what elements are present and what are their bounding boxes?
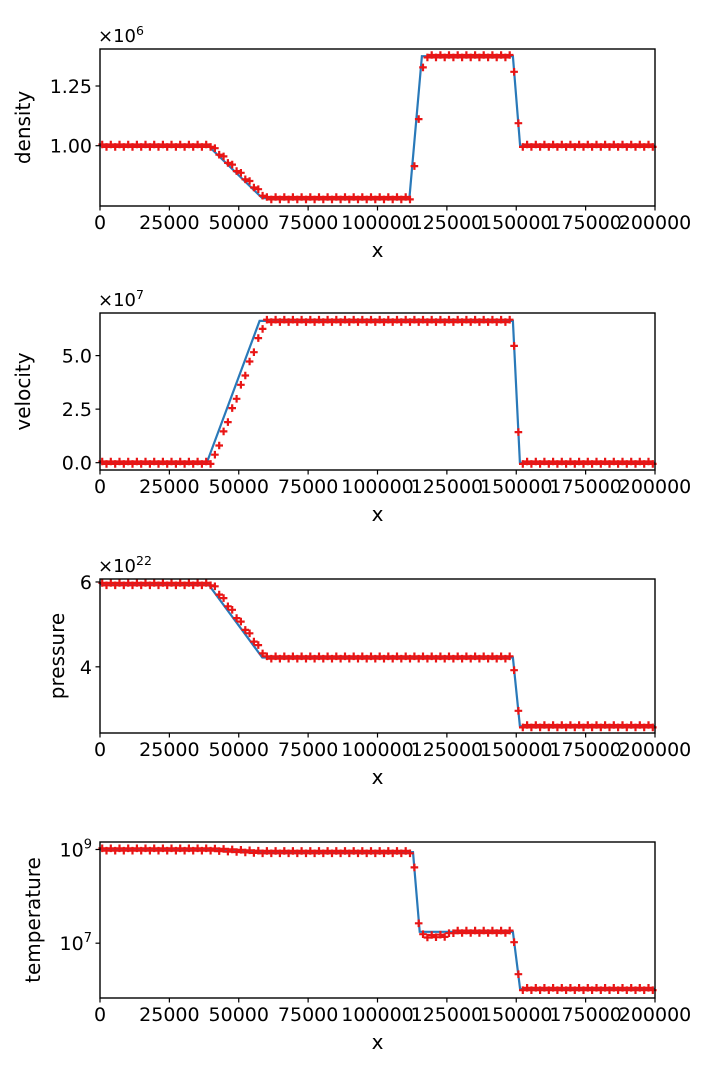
x-tick-label: 100000 <box>341 739 414 761</box>
axis-offset-text: ×107 <box>98 287 144 311</box>
x-tick-label: 50000 <box>209 212 269 234</box>
temperature-solution-line <box>100 848 655 991</box>
axis-offset-text: ×106 <box>98 23 144 47</box>
x-tick-label: 25000 <box>139 212 199 234</box>
x-tick-label: 25000 <box>139 476 199 498</box>
temperature-y-axis-label: temperature <box>21 857 45 983</box>
x-tick-label: 200000 <box>619 1004 692 1026</box>
x-tick-label: 50000 <box>209 476 269 498</box>
x-tick-label: 200000 <box>619 212 692 234</box>
x-tick-label: 75000 <box>278 739 338 761</box>
y-tick-label: 109 <box>60 837 92 861</box>
axes-frame <box>99 312 656 471</box>
y-tick-label: 1.25 <box>50 76 92 98</box>
pressure-x-axis-label: x <box>372 765 384 789</box>
axes-frame <box>99 841 656 999</box>
x-tick-label: 150000 <box>480 739 553 761</box>
y-tick-label: 107 <box>60 931 92 955</box>
y-tick-label: 1.00 <box>50 136 92 158</box>
x-tick-label: 175000 <box>549 739 622 761</box>
x-tick-label: 0 <box>94 739 106 761</box>
x-tick-label: 0 <box>94 212 106 234</box>
x-tick-label: 175000 <box>549 476 622 498</box>
x-tick-label: 75000 <box>278 476 338 498</box>
x-tick-label: 25000 <box>139 1004 199 1026</box>
subplot-velocity: 0 25000 50000 75000 100000125000150000175000… <box>11 287 691 526</box>
density-solution-line <box>100 55 655 200</box>
x-tick-label: 0 <box>94 476 106 498</box>
y-tick-label: 0.0 <box>62 453 92 475</box>
subplot-pressure: 0 25000 50000 75000 100000125000150000175000… <box>45 553 691 789</box>
x-tick-label: 150000 <box>480 1004 553 1026</box>
x-tick-label: 0 <box>94 1004 106 1026</box>
x-tick-label: 125000 <box>411 1004 484 1026</box>
x-tick-label: 25000 <box>139 739 199 761</box>
x-tick-label: 125000 <box>411 739 484 761</box>
x-tick-label: 150000 <box>480 476 553 498</box>
density-y-axis-label: density <box>11 91 35 164</box>
velocity-data-markers <box>98 315 657 468</box>
velocity-y-axis-label: velocity <box>11 352 35 430</box>
axis-offset-text: ×1022 <box>98 553 152 577</box>
x-tick-label: 100000 <box>341 1004 414 1026</box>
temperature-x-axis-label: x <box>372 1030 384 1054</box>
x-tick-label: 125000 <box>411 212 484 234</box>
axes-frame <box>99 48 656 207</box>
subplot-density: 0 25000 50000 75000 100000125000150000175000… <box>11 23 691 262</box>
x-tick-label: 100000 <box>341 476 414 498</box>
velocity-solution-line <box>100 319 655 464</box>
x-tick-label: 200000 <box>619 476 692 498</box>
x-tick-label: 175000 <box>549 1004 622 1026</box>
x-tick-label: 100000 <box>341 212 414 234</box>
density-x-axis-label: x <box>372 238 384 262</box>
x-tick-label: 50000 <box>209 1004 269 1026</box>
pressure-y-axis-label: pressure <box>45 613 69 699</box>
density-data-markers <box>98 51 657 204</box>
y-tick-label: 4 <box>80 657 92 679</box>
x-tick-label: 200000 <box>619 739 692 761</box>
temperature-data-markers <box>98 844 657 994</box>
y-tick-label: 2.5 <box>62 399 92 421</box>
pressure-data-markers <box>98 579 657 732</box>
y-tick-label: 5.0 <box>62 346 92 368</box>
x-tick-label: 125000 <box>411 476 484 498</box>
y-tick-label: 6 <box>80 572 92 594</box>
pressure-solution-line <box>100 583 655 728</box>
subplot-temperature: 0 25000 50000 75000 100000125000150000175000… <box>21 837 691 1054</box>
x-tick-label: 50000 <box>209 739 269 761</box>
velocity-x-axis-label: x <box>372 502 384 526</box>
x-tick-label: 75000 <box>278 1004 338 1026</box>
x-tick-label: 75000 <box>278 212 338 234</box>
x-tick-label: 175000 <box>549 212 622 234</box>
x-tick-label: 150000 <box>480 212 553 234</box>
